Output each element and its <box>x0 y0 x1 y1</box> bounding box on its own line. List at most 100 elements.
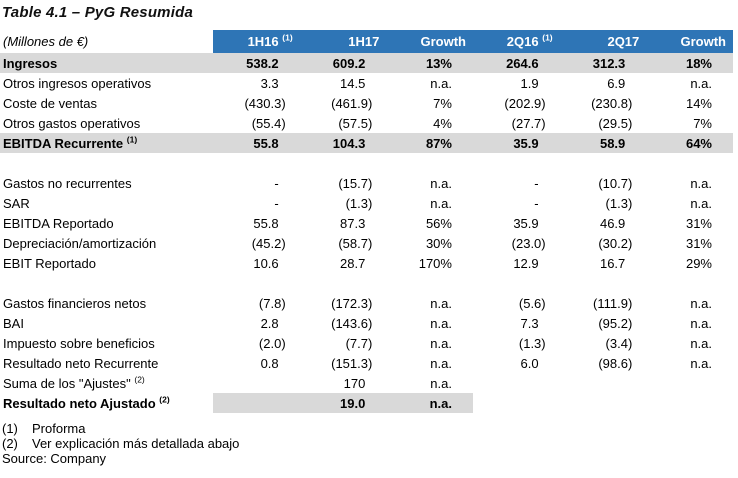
cell-value: 170 <box>343 375 366 391</box>
table-header-row: (Millones de €) 1H16 (1) 1H17 Growth 2Q1… <box>0 30 733 53</box>
cell-value: n.a. <box>430 195 452 211</box>
row-label: Resultado neto Recurrente <box>3 355 159 371</box>
cell-value: (23.0) <box>511 235 546 251</box>
cell-value: (7.7) <box>345 335 373 351</box>
cell-value: n.a. <box>430 335 452 351</box>
cell-value: (10.7) <box>598 175 633 191</box>
cell-value: (2.0) <box>258 335 286 351</box>
cell-value: 18% <box>646 53 733 73</box>
cell-value: 7% <box>693 115 712 131</box>
cell-value: (7.8) <box>258 295 286 311</box>
table-body: Ingresos 538.2 609.2 13% 264.6 312.3 18%… <box>0 53 733 413</box>
cell-value: (430.3) <box>244 95 286 111</box>
cell-value: (95.2) <box>598 315 633 331</box>
table-row: EBITDA Recurrente (1) 55.8 104.3 87% 35.… <box>0 133 733 153</box>
row-label: Impuesto sobre beneficios <box>3 335 155 351</box>
cell-value: 28.7 <box>340 255 366 271</box>
table-row: EBITDA Reportado 55.8 87.3 56% 35.9 46.9… <box>0 213 733 233</box>
cell-value: 87% <box>386 133 473 153</box>
row-label: Resultado neto Ajustado (2) <box>3 394 170 411</box>
column-header-2q17: 2Q17 <box>559 30 647 53</box>
cell-value: 35.9 <box>472 133 560 153</box>
cell-value: 2.8 <box>260 315 279 331</box>
cell-value: (30.2) <box>598 235 633 251</box>
row-label: EBITDA Recurrente (1) <box>0 133 213 153</box>
cell-value: (151.3) <box>331 355 373 371</box>
footnote-marker: (2) <box>2 436 18 451</box>
cell-value: n.a. <box>386 393 473 413</box>
cell-value: (27.7) <box>511 115 546 131</box>
cell-value: - <box>534 175 539 191</box>
table-row: Resultado neto Recurrente 0.8 (151.3) n.… <box>0 353 733 373</box>
cell-value: (143.6) <box>331 315 373 331</box>
footnote-1: (1) Proforma <box>2 421 738 436</box>
table-row: Otros ingresos operativos 3.3 14.5 n.a. … <box>0 73 733 93</box>
cell-value: 6.9 <box>607 75 626 91</box>
cell-value: 0.8 <box>260 355 279 371</box>
spacer-row <box>0 153 733 173</box>
table-row: Ingresos 538.2 609.2 13% 264.6 312.3 18% <box>0 53 733 73</box>
cell-value <box>646 373 733 393</box>
cell-value: 7.3 <box>520 315 539 331</box>
source-line: Source: Company <box>2 451 107 466</box>
column-header-1h17: 1H17 <box>299 30 387 53</box>
cell-value: n.a. <box>690 315 712 331</box>
cell-value: n.a. <box>430 355 452 371</box>
footnote-text: Proforma <box>32 421 86 436</box>
cell-value: - <box>274 195 279 211</box>
table-row: SAR - (1.3) n.a. - (1.3) n.a. <box>0 193 733 213</box>
cell-value: (55.4) <box>251 115 286 131</box>
cell-value: n.a. <box>430 175 452 191</box>
cell-value: n.a. <box>690 195 712 211</box>
cell-value <box>646 393 733 413</box>
cell-value: n.a. <box>430 75 452 91</box>
cell-value: 16.7 <box>599 255 626 271</box>
column-header-1h16: 1H16 (1) <box>213 30 300 53</box>
cell-value <box>213 373 300 393</box>
cell-value: n.a. <box>430 375 452 391</box>
cell-value <box>560 393 647 413</box>
cell-value: n.a. <box>690 295 712 311</box>
row-label: BAI <box>3 315 24 331</box>
row-label: SAR <box>3 195 30 211</box>
cell-value: 55.8 <box>253 215 279 231</box>
cell-value: n.a. <box>690 355 712 371</box>
cell-value: 538.2 <box>213 53 300 73</box>
table-row: Coste de ventas (430.3) (461.9) 7% (202.… <box>0 93 733 113</box>
spacer-row <box>0 273 733 293</box>
cell-value: n.a. <box>690 335 712 351</box>
cell-value: 10.6 <box>253 255 279 271</box>
header-superscript: (1) <box>282 32 293 43</box>
page-title: Table 4.1 – PyG Resumida <box>2 4 193 21</box>
cell-value: 46.9 <box>599 215 626 231</box>
table-row: Impuesto sobre beneficios (2.0) (7.7) n.… <box>0 333 733 353</box>
cell-value: 14% <box>685 95 712 111</box>
footnotes: (1) Proforma (2) Ver explicación más det… <box>0 421 738 451</box>
cell-value: 104.3 <box>299 133 387 153</box>
row-label: Otros gastos operativos <box>3 115 141 131</box>
cell-value: 64% <box>646 133 733 153</box>
cell-value: 14.5 <box>340 75 366 91</box>
cell-value: (29.5) <box>598 115 633 131</box>
table-row: Resultado neto Ajustado (2) 19.0 n.a. <box>0 393 733 413</box>
cell-value: n.a. <box>690 75 712 91</box>
cell-value: 170% <box>418 255 452 271</box>
footnote-2: (2) Ver explicación más detallada abajo <box>2 436 738 451</box>
cell-value: (15.7) <box>338 175 373 191</box>
cell-value: 13% <box>386 53 473 73</box>
row-label: Depreciación/amortización <box>3 235 157 251</box>
cell-value: 4% <box>433 115 452 131</box>
cell-value: (461.9) <box>331 95 373 111</box>
cell-value: n.a. <box>430 295 452 311</box>
table-row: Suma de los "Ajustes" (2) 170 n.a. <box>0 373 733 393</box>
cell-value: 12.9 <box>513 255 539 271</box>
cell-value: 58.9 <box>559 133 647 153</box>
cell-value <box>473 393 560 413</box>
cell-value: 31% <box>685 215 712 231</box>
cell-value: 19.0 <box>299 393 387 413</box>
cell-value: 1.9 <box>520 75 539 91</box>
cell-value: (172.3) <box>331 295 373 311</box>
row-label: Coste de ventas <box>3 95 97 111</box>
cell-value: (1.3) <box>345 195 373 211</box>
footnote-marker: (1) <box>2 421 18 436</box>
